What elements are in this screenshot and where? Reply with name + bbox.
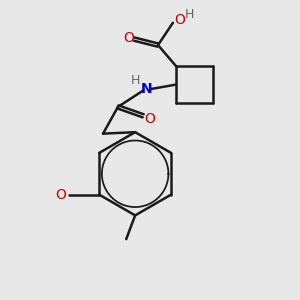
- Text: N: N: [141, 82, 153, 96]
- Text: O: O: [56, 188, 67, 202]
- Text: O: O: [174, 13, 185, 27]
- Text: O: O: [144, 112, 155, 126]
- Text: H: H: [184, 8, 194, 21]
- Text: H: H: [131, 74, 140, 87]
- Text: O: O: [124, 31, 134, 45]
